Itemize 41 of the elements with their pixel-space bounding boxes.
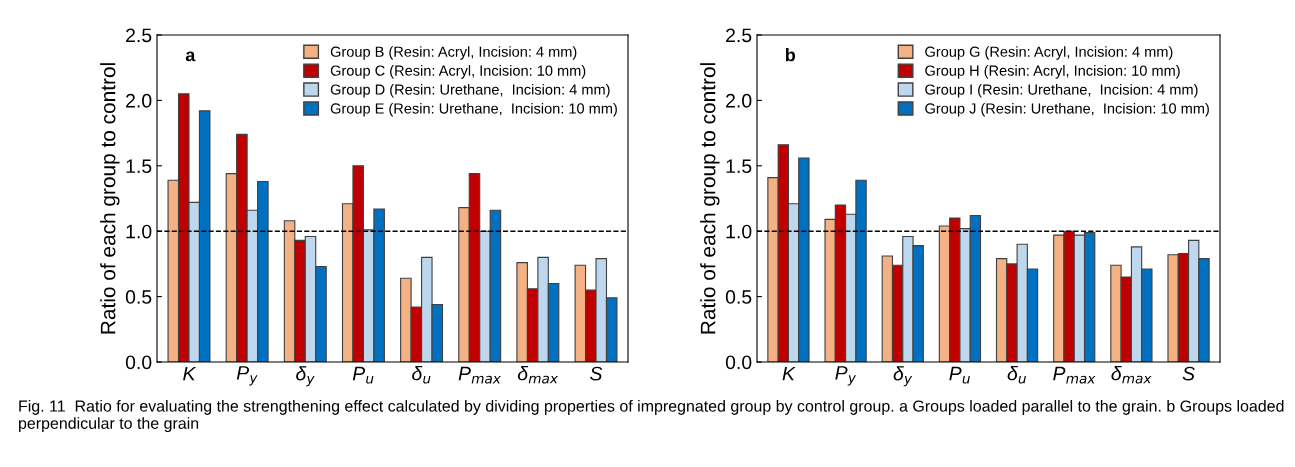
annotation: a [185, 51, 196, 62]
y-tick-label: 0.0 [725, 355, 752, 370]
y-tick-label: 2.0 [726, 93, 752, 108]
y-tick-label: 2.5 [126, 28, 152, 43]
y-tick-label: 2.0 [126, 93, 152, 108]
y-tick-label: 1.5 [726, 159, 752, 174]
legend-label: Group H (Resin: Acryl, Incision: 10 mm) [925, 65, 1180, 79]
x-tick-label: S [590, 366, 603, 381]
y-axis-title: Ratio of each group to control [700, 63, 720, 334]
x-tick-label: S [1182, 366, 1195, 381]
y-tick-label: 1.0 [126, 224, 152, 239]
x-tick-label: P$_{max}$ [1053, 366, 1096, 384]
y-tick-label: 2.5 [726, 28, 752, 43]
legend-label: Group C (Resin: Acryl, Incision: 10 mm) [330, 65, 586, 79]
x-tick-label: K [183, 366, 197, 381]
x-tick-label: P$_{max}$ [458, 366, 501, 384]
caption: Fig. 11 Ratio for evaluating the strengthening effect calculated by dividing properties of impregnated group by control group. a Groups loaded parallel to the grain. b Groups loaded perpendicular to the grain [19, 400, 1284, 433]
x-tick-label: P$_{y}$ [835, 366, 857, 386]
x-tick-label: P$_{u}$ [352, 366, 374, 384]
y-tick-label: 1.5 [126, 159, 152, 174]
annotation: b [785, 48, 796, 62]
x-tick-label: P$_{u}$ [949, 366, 970, 384]
y-tick-label: 0.5 [725, 290, 752, 304]
x-tick-label: P$_{y}$ [236, 366, 258, 386]
y-axis-title: Ratio of each group to control [100, 63, 120, 334]
x-tick-label: δ$_{max}$ [1111, 366, 1152, 384]
x-tick-label: δ$_{u}$ [412, 366, 431, 384]
y-tick-label: 0.0 [125, 355, 152, 370]
legend-label: Group G (Resin: Acryl, Incision: 4 mm) [925, 46, 1173, 60]
x-tick-label: δ$_{max}$ [517, 366, 559, 384]
x-tick-label: δ$_{y}$ [893, 366, 913, 387]
legend-label: Group B (Resin: Acryl, Incision: 4 mm) [330, 46, 577, 60]
legend-label: Group J (Resin: Urethane, Incision: 10 mm) [925, 102, 1209, 117]
x-tick-label: δ$_{u}$ [1007, 366, 1026, 384]
x-tick-label: K [782, 366, 796, 381]
legend-label: Group E (Resin: Urethane, Incision: 10 mm) [330, 102, 617, 117]
y-tick-label: 1.0 [726, 224, 752, 239]
legend-label: Group I (Resin: Urethane, Incision: 4 mm) [925, 84, 1198, 98]
legend-label: Group D (Resin: Urethane, Incision: 4 mm) [330, 84, 610, 98]
x-tick-label: δ$_{y}$ [296, 366, 315, 387]
y-tick-label: 0.5 [125, 290, 152, 304]
